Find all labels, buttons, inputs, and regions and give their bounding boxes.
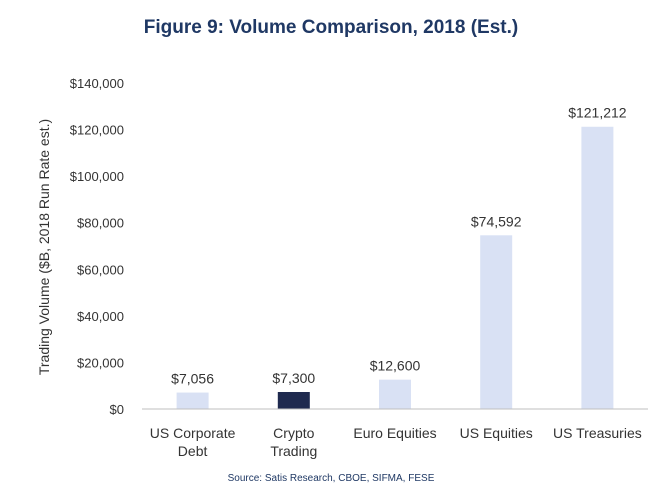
data-label: $12,600 <box>370 358 421 374</box>
y-axis-ticks: $0 $20,000 $40,000 $60,000 $80,000 $100,000 $1… <box>70 76 124 417</box>
chart-title: Figure 9: Volume Comparison, 2018 (Est.) <box>144 17 518 38</box>
bar <box>277 392 310 409</box>
y-tick-label: $20,000 <box>77 355 124 370</box>
bar <box>379 379 411 409</box>
x-axis-ticks: US Corporate Debt Crypto Trading Euro Equiti… <box>150 425 642 459</box>
y-tick-label: $0 <box>110 402 124 417</box>
source-note: Source: Satis Research, CBOE, SIFMA, FES… <box>228 473 435 484</box>
data-label: $7,056 <box>171 371 214 387</box>
bar <box>581 126 614 409</box>
x-tick-label: Crypto <box>273 425 314 441</box>
data-label: $7,300 <box>272 370 315 386</box>
data-labels-group: $7,056 $7,300 $12,600 $74,592 $121,212 <box>171 105 627 387</box>
x-tick-label: US Corporate <box>150 425 236 441</box>
x-tick-label: Trading <box>270 443 317 459</box>
y-tick-label: $60,000 <box>77 262 124 277</box>
x-tick-label: Euro Equities <box>353 425 436 441</box>
x-tick-label: US Treasuries <box>553 425 642 441</box>
y-tick-label: $120,000 <box>70 123 124 138</box>
y-tick-label: $40,000 <box>77 309 124 324</box>
y-tick-label: $140,000 <box>70 76 124 91</box>
bars-group <box>176 126 614 409</box>
bar <box>480 235 513 409</box>
x-tick-label: Debt <box>178 443 208 459</box>
y-tick-label: $80,000 <box>77 216 124 231</box>
y-axis-label: Trading Volume ($B, 2018 Run Rate est.) <box>36 119 52 375</box>
data-label: $121,212 <box>568 105 627 121</box>
y-tick-label: $100,000 <box>70 169 124 184</box>
bar <box>176 392 209 409</box>
x-tick-label: US Equities <box>460 425 533 441</box>
data-label: $74,592 <box>471 213 522 229</box>
